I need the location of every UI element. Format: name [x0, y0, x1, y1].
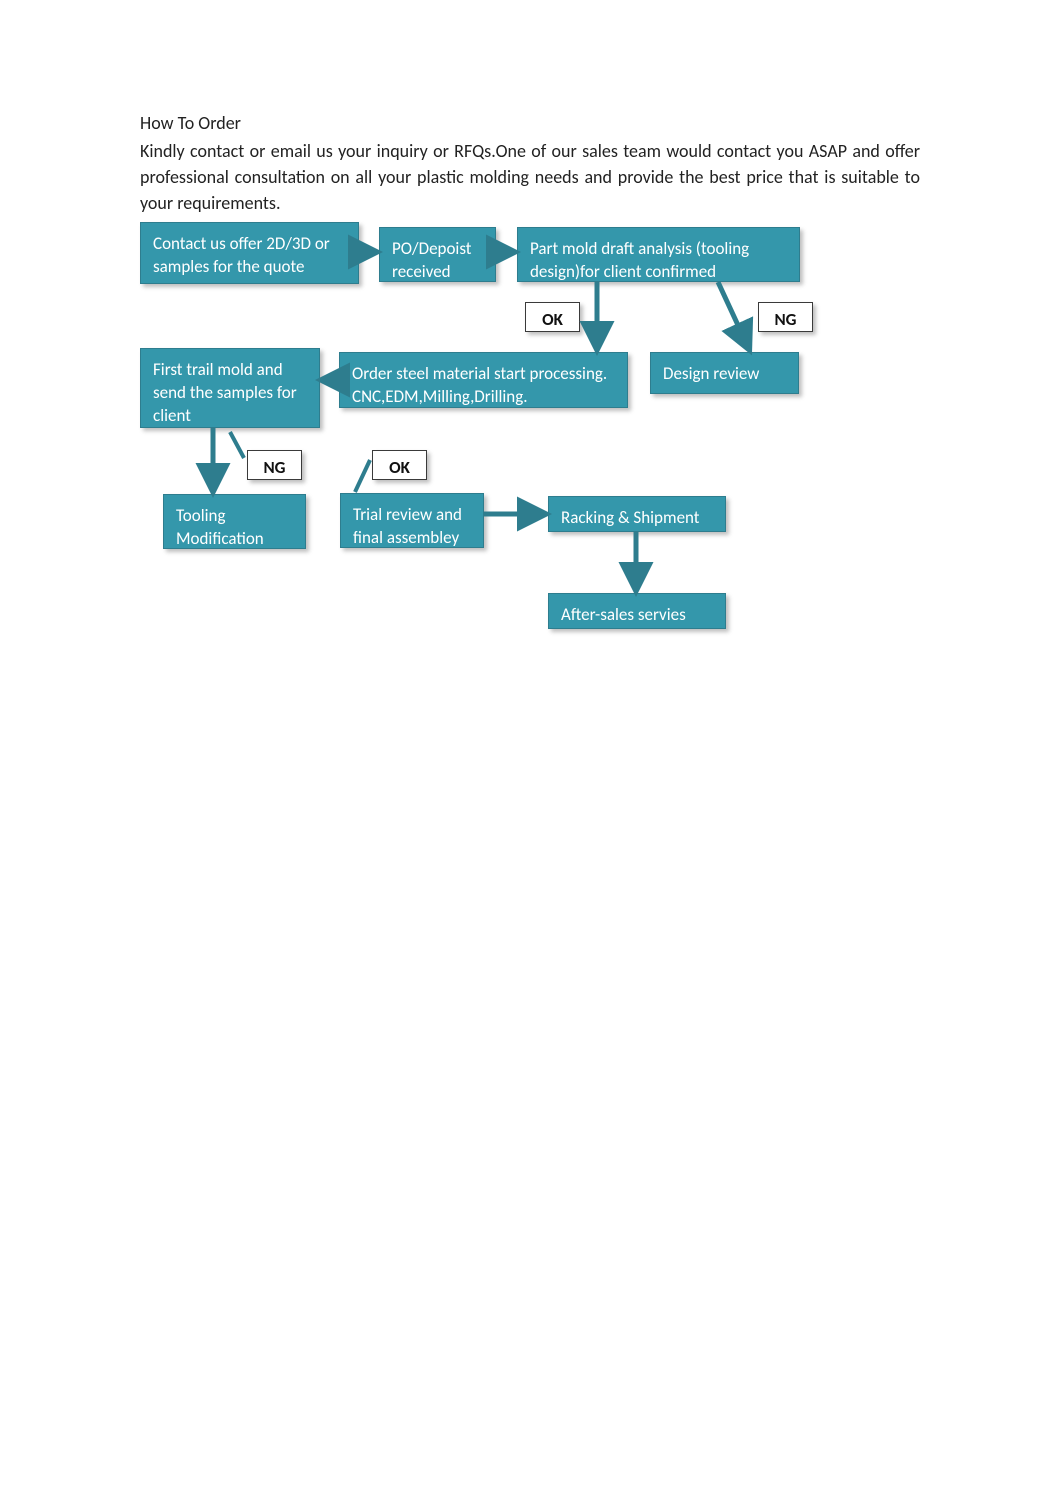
node-ship: Racking & Shipment [548, 496, 726, 532]
node-order: Order steel material start processing. C… [339, 352, 628, 408]
arrow-first-ok-fork [355, 460, 370, 492]
node-ng2: NG [247, 450, 302, 480]
node-ng1: NG [758, 302, 813, 332]
node-design: Design review [650, 352, 799, 394]
node-contact: Contact us offer 2D/3D or samples for th… [140, 222, 359, 284]
page: How To Order Kindly contact or email us … [0, 0, 1060, 1498]
node-ok2: OK [372, 450, 427, 480]
arrow-first-ng-fork [230, 432, 244, 458]
intro-paragraph: Kindly contact or email us your inquiry … [140, 138, 920, 216]
arrow-analysis-ng [718, 282, 749, 349]
node-po: PO/Depoist received [379, 227, 496, 282]
node-first: First trail mold and send the samples fo… [140, 348, 320, 428]
node-trial: Trial review and final assembley [340, 493, 484, 548]
page-title: How To Order [140, 112, 241, 134]
node-toolmod: Tooling Modification [163, 494, 306, 549]
node-after: After-sales servies [548, 593, 726, 629]
node-analysis: Part mold draft analysis (tooling design… [517, 227, 800, 282]
node-ok1: OK [525, 302, 580, 332]
